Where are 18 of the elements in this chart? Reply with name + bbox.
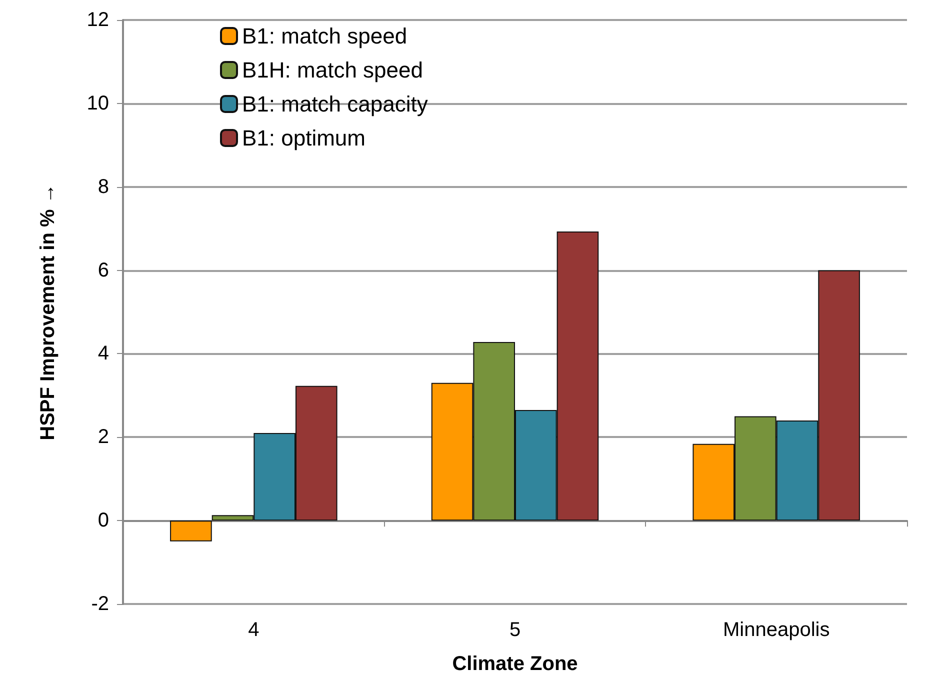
y-tick-label: 12 <box>86 9 109 31</box>
y-tick-label: -2 <box>91 593 109 615</box>
legend-label: B1: match capacity <box>242 92 428 116</box>
y-tick-label: 2 <box>98 426 109 448</box>
y-tick-label: 0 <box>98 510 109 532</box>
legend-label: B1H: match speed <box>242 58 423 82</box>
y-tick-label: 4 <box>98 342 109 365</box>
bar <box>170 520 212 542</box>
y-tick-label: 6 <box>98 259 109 282</box>
x-tick-label: 5 <box>509 619 521 641</box>
x-axis-title: Climate Zone <box>452 653 578 675</box>
x-tick-label: Minneapolis <box>722 619 830 641</box>
y-tick-label: 8 <box>98 176 109 198</box>
legend-label: B1: match speed <box>242 24 408 48</box>
legend-label: B1: optimum <box>242 126 366 150</box>
y-tick-label: 10 <box>86 92 109 114</box>
x-tick-label: 4 <box>248 619 260 641</box>
y-axis-title: HSPF Improvement in % → <box>37 184 59 440</box>
